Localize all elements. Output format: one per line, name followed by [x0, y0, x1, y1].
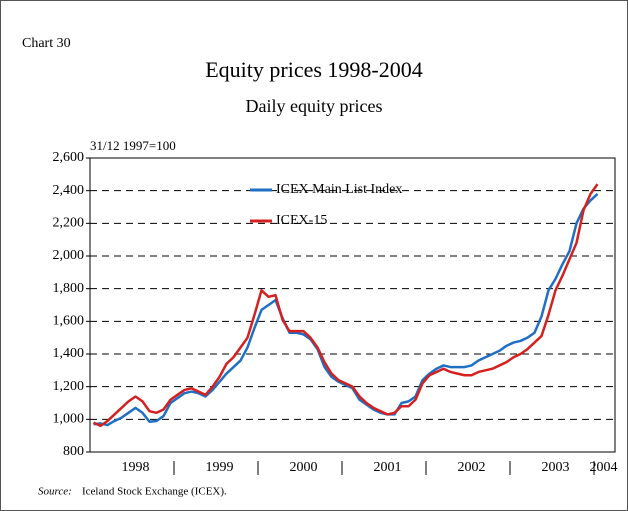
- y-tick-label: 800: [63, 444, 84, 459]
- y-tick-label: 2,000: [53, 248, 85, 263]
- x-tick-label: 2001: [374, 460, 402, 475]
- y-tick-label: 2,600: [53, 150, 85, 165]
- y-tick-label: 1,600: [53, 314, 85, 329]
- chart-subtitle: Daily equity prices: [246, 96, 383, 116]
- legend-label: ICEX Main List Index: [276, 182, 402, 197]
- source: Iceland Stock Exchange (ICEX).: [82, 486, 227, 498]
- chart-number: Chart 30: [22, 36, 71, 51]
- x-tick-label: 2004: [590, 460, 618, 475]
- chart-title: Equity prices 1998-2004: [205, 57, 423, 82]
- y-tick-label: 1,000: [53, 412, 85, 427]
- y-tick-label: 1,200: [53, 379, 85, 394]
- x-tick-label: 1999: [206, 460, 234, 475]
- y-unit-label: 31/12 1997=100: [90, 138, 176, 153]
- source-label: Source:: [38, 486, 72, 498]
- plot-frame: [89, 157, 616, 453]
- y-tick-label: 2,400: [53, 183, 85, 198]
- legend-label: ICEX-15: [276, 213, 327, 228]
- x-tick-label: 2000: [290, 460, 318, 475]
- y-tick-label: 1,400: [53, 346, 85, 361]
- x-tick-label: 2003: [542, 460, 570, 475]
- series-line: [93, 193, 599, 427]
- x-tick-label: 1998: [122, 460, 150, 475]
- y-tick-label: 2,200: [53, 216, 85, 231]
- series-line: [92, 183, 599, 428]
- x-tick-label: 2002: [458, 460, 486, 475]
- y-tick-label: 1,800: [53, 281, 85, 296]
